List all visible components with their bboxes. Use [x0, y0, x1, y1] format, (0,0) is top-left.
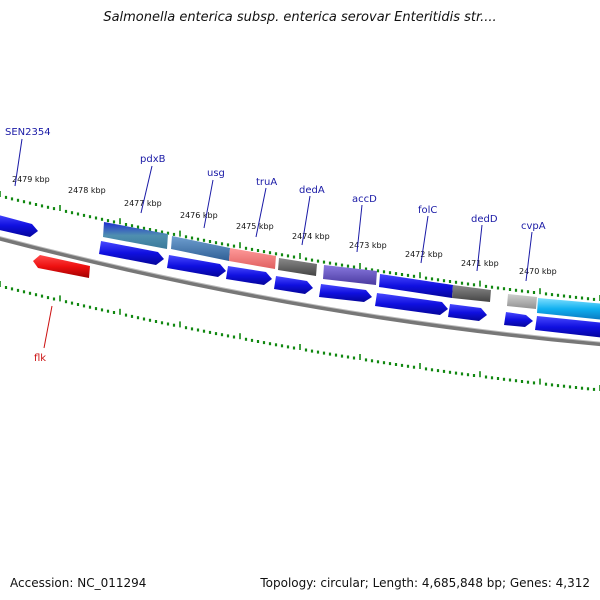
- kbp-ruler-inner: [0, 281, 600, 391]
- kbp-label: 2479 kbp: [12, 175, 50, 184]
- kbp-label: 2478 kbp: [68, 186, 106, 195]
- cds-arrow-7[interactable]: [448, 304, 487, 321]
- accession-text: Accession: NC_011294: [10, 576, 147, 590]
- gene-label-truA[interactable]: truA: [256, 177, 277, 188]
- gene-arrow-accD[interactable]: [323, 265, 377, 285]
- gene-label-leaders: [14, 138, 533, 282]
- genome-backbone-highlight: [0, 236, 600, 343]
- kbp-label: 2475 kbp: [236, 222, 274, 231]
- gene-label-accD[interactable]: accD: [352, 194, 377, 205]
- kbp-ruler-outer: [0, 191, 600, 301]
- kbp-label: 2476 kbp: [180, 211, 218, 220]
- gene-arrow-cyan[interactable]: [537, 298, 600, 320]
- kbp-label: 2473 kbp: [349, 241, 387, 250]
- gene-arrow-pdxB[interactable]: [103, 222, 168, 249]
- forward-strand-outer-features: [0, 214, 600, 320]
- gene-arrow-flk[interactable]: [33, 255, 90, 278]
- gene-label-pdxB[interactable]: pdxB: [140, 154, 166, 165]
- gene-arrow-cvpA[interactable]: [507, 294, 537, 309]
- gene-label-folC[interactable]: folC: [418, 205, 437, 216]
- map-title: Salmonella enterica subsp. enterica sero…: [103, 10, 497, 25]
- cds-arrow-2[interactable]: [167, 255, 226, 277]
- gene-labels: SEN2354 pdxB usg truA dedA accD folC ded…: [5, 127, 546, 364]
- gene-arrow-usg[interactable]: [171, 236, 230, 261]
- cds-arrow-1[interactable]: [99, 241, 164, 265]
- topology-text: Topology: circular; Length: 4,685,848 bp…: [260, 576, 590, 590]
- kbp-label: 2472 kbp: [405, 250, 443, 259]
- kbp-label: 2470 kbp: [519, 267, 557, 276]
- cds-arrow-9[interactable]: [535, 316, 600, 338]
- genome-backbone: [0, 236, 600, 347]
- cds-arrow-8[interactable]: [504, 312, 533, 327]
- gene-arrow-dedD[interactable]: [452, 285, 491, 302]
- gene-arrow-SEN2354[interactable]: [0, 214, 38, 237]
- gene-arrow-folC[interactable]: [379, 274, 453, 298]
- gene-arrow-truA[interactable]: [229, 248, 276, 269]
- forward-strand-inner-features: [99, 241, 600, 338]
- gene-label-dedA[interactable]: dedA: [299, 185, 325, 196]
- gene-label-flk[interactable]: flk: [34, 353, 46, 364]
- reverse-strand-features: [33, 255, 90, 278]
- gene-label-dedD[interactable]: dedD: [471, 214, 498, 225]
- flk-leader: [43, 305, 53, 349]
- gene-label-SEN2354[interactable]: SEN2354: [5, 127, 51, 138]
- kbp-label: 2474 kbp: [292, 232, 330, 241]
- cds-arrow-3[interactable]: [226, 266, 272, 285]
- cds-arrow-4[interactable]: [274, 276, 313, 294]
- gene-arrow-dedA[interactable]: [278, 258, 317, 276]
- gene-label-usg[interactable]: usg: [207, 168, 225, 179]
- cds-arrow-6[interactable]: [375, 293, 448, 315]
- cds-arrow-5[interactable]: [319, 284, 372, 302]
- kbp-label: 2471 kbp: [461, 259, 499, 268]
- gene-label-cvpA[interactable]: cvpA: [521, 221, 546, 232]
